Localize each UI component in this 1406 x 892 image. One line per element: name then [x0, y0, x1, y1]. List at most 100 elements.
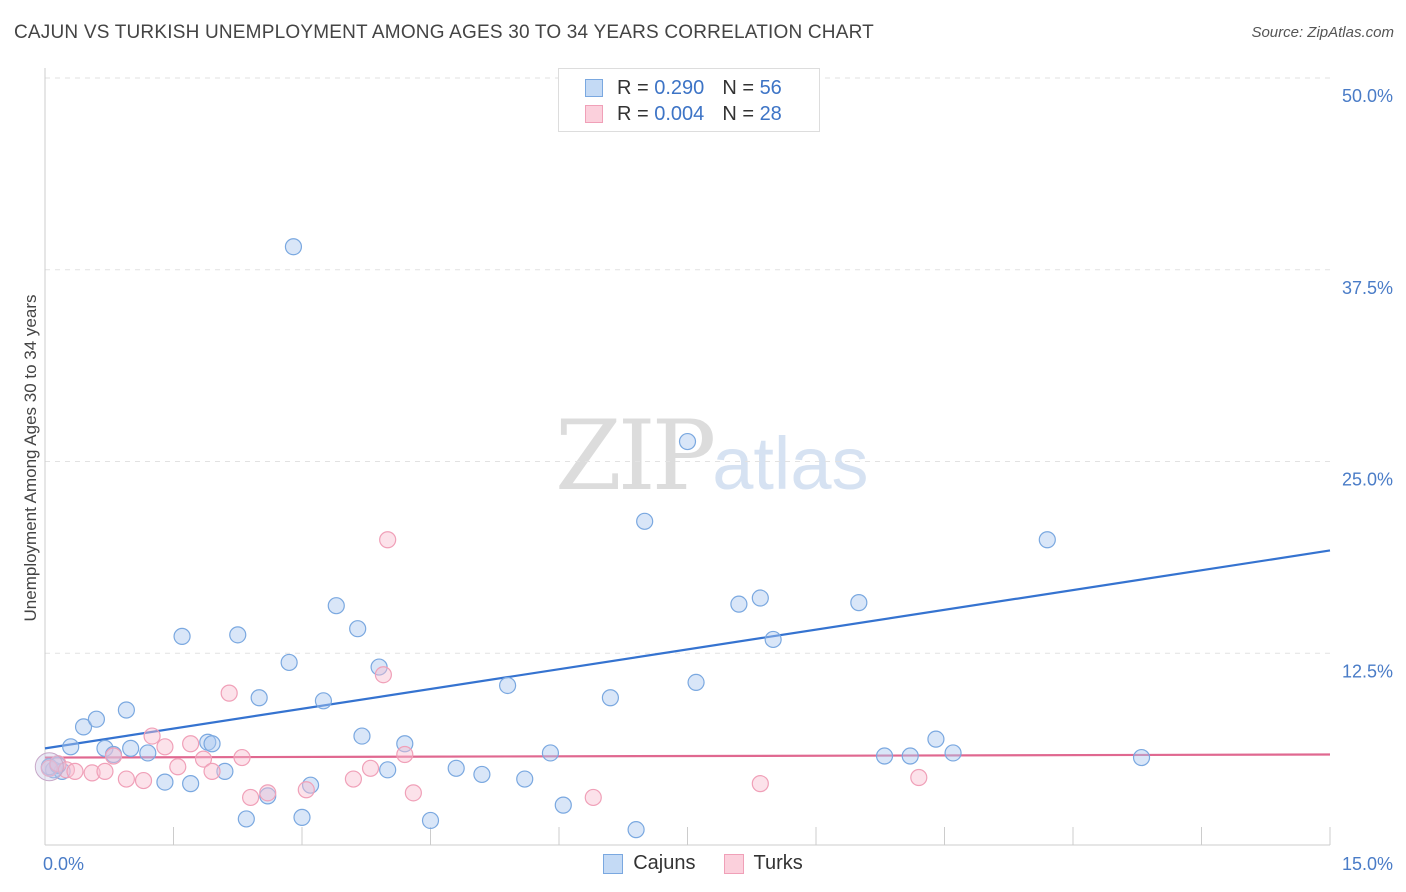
cajuns-swatch	[603, 853, 624, 874]
cajuns-point	[203, 735, 221, 753]
cajuns-point	[216, 762, 234, 780]
turks-point	[374, 666, 392, 684]
turks-point	[751, 775, 769, 793]
cajuns-point	[122, 739, 140, 757]
cajuns-point	[927, 730, 945, 748]
cajuns-point	[541, 744, 560, 762]
turks-point	[96, 762, 114, 780]
bottom-legend-cajuns: Cajuns	[603, 852, 696, 875]
legend-row-turks: R = 0.004 N = 28	[585, 101, 782, 127]
cajuns-point	[1132, 748, 1151, 767]
legend-n-label: N =	[722, 76, 754, 99]
turks-point	[242, 788, 260, 807]
cajuns-point	[280, 653, 298, 672]
cajuns-point	[678, 432, 697, 451]
turks-point	[361, 759, 380, 777]
turks-point	[66, 762, 84, 780]
cajuns-point	[627, 821, 645, 839]
x-tick-label: 0.0%	[43, 854, 84, 874]
cajuns-point	[730, 595, 748, 613]
turks-point	[194, 750, 213, 768]
turks-point	[379, 531, 397, 549]
watermark-atlas: atlas	[712, 422, 869, 505]
cajuns-point	[237, 810, 255, 828]
turks-point	[143, 727, 161, 745]
cajuns-point	[764, 630, 782, 649]
cajuns-point	[250, 689, 268, 707]
cajuns-point	[944, 744, 962, 762]
legend-row-cajuns: R = 0.290 N = 56	[585, 75, 782, 101]
cajuns-trend-line	[44, 549, 1331, 750]
legend-n-value: 28	[759, 102, 782, 125]
turks-point	[169, 758, 187, 776]
legend-r-label: R =	[617, 76, 649, 99]
legend-n-value: 56	[759, 76, 782, 99]
cajuns-point	[87, 710, 106, 728]
watermark-zip: ZIP	[555, 400, 716, 512]
turks-point	[134, 771, 153, 790]
cajuns-point	[751, 589, 769, 607]
turks-swatch	[723, 853, 744, 874]
legend-r-value: 0.290	[654, 76, 705, 99]
turks-point	[396, 745, 414, 764]
turks-point	[203, 762, 221, 780]
turks-point	[584, 788, 602, 807]
turks-point	[344, 770, 362, 788]
turks-point	[233, 748, 251, 767]
turks-point	[57, 761, 76, 779]
turks-point	[83, 764, 101, 782]
data-points	[34, 74, 1151, 839]
turks-point	[182, 735, 200, 753]
cajuns-point	[314, 692, 333, 710]
cajuns-point	[173, 627, 191, 645]
cajuns-point	[473, 765, 491, 784]
cajuns-point	[117, 701, 135, 719]
cajuns-point	[293, 808, 311, 826]
legend-r-label: R =	[617, 102, 649, 125]
y-axis-label: Unemployment Among Ages 30 to 34 years	[21, 295, 40, 622]
cajuns-point	[139, 744, 157, 762]
cajuns-point	[229, 626, 247, 644]
turks-point	[259, 784, 277, 802]
cajuns-point	[62, 738, 80, 756]
tick-labels: 12.5% 25.0% 37.5% 50.0% 0.0% 15.0%	[43, 86, 1393, 874]
cajuns-point	[156, 773, 174, 791]
cajuns-point	[327, 597, 345, 615]
turks-point	[104, 747, 123, 765]
cluster-point	[34, 752, 64, 782]
y-tick-label: 12.5%	[1342, 661, 1393, 681]
cajuns-point	[349, 620, 367, 638]
chart-title: CAJUN VS TURKISH UNEMPLOYMENT AMONG AGES…	[14, 22, 874, 43]
cajuns-point	[1038, 531, 1056, 549]
turks-point	[404, 784, 422, 802]
cajuns-point	[499, 676, 517, 695]
cajuns-swatch	[585, 79, 603, 97]
x-tick-label: 15.0%	[1342, 854, 1393, 874]
bottom-legend: Cajuns Turks	[0, 852, 1406, 875]
y-tick-label: 37.5%	[1342, 278, 1393, 298]
cajuns-point	[516, 770, 534, 788]
legend-r-value: 0.004	[654, 102, 705, 125]
turks-trend-line	[44, 753, 1331, 759]
turks-label: Turks	[753, 852, 803, 874]
turks-point	[156, 738, 174, 756]
cajuns-point	[554, 796, 572, 814]
cajuns-point	[636, 512, 654, 530]
cajuns-point	[447, 759, 465, 777]
turks-point	[297, 781, 315, 799]
turks-point	[40, 759, 58, 777]
cajuns-point	[353, 727, 371, 745]
y-tick-label: 25.0%	[1342, 470, 1393, 490]
cajuns-point	[687, 673, 705, 691]
trend-lines	[44, 549, 1331, 759]
source-label: Source: ZipAtlas.com	[1251, 24, 1394, 41]
y-tick-label: 50.0%	[1342, 86, 1393, 106]
turks-point	[910, 768, 928, 787]
cajuns-point	[901, 747, 919, 765]
watermark: ZIPatlas	[555, 400, 869, 512]
turks-swatch	[585, 105, 603, 123]
grid-lines	[45, 77, 1330, 654]
cajuns-point	[284, 238, 303, 256]
cajuns-label: Cajuns	[633, 852, 696, 874]
